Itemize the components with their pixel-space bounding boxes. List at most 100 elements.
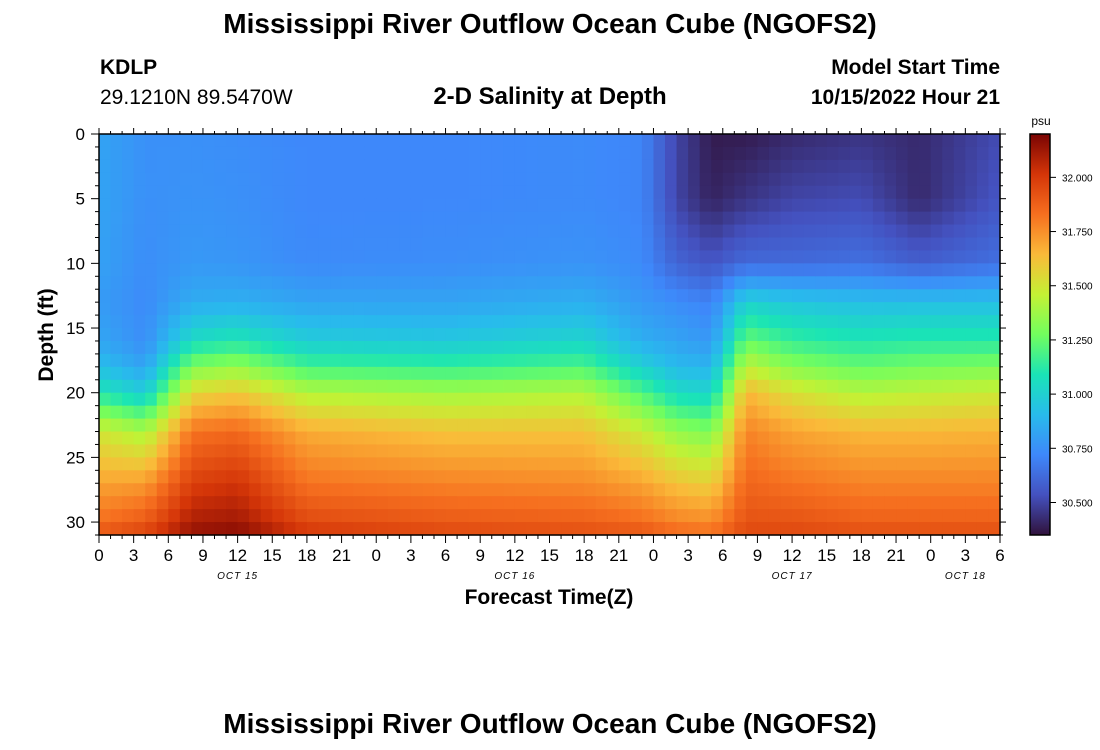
heatmap-cell: [792, 509, 805, 523]
heatmap-cell: [792, 496, 805, 510]
heatmap-cell: [191, 224, 204, 239]
heatmap-cell: [768, 496, 782, 510]
heatmap-cell: [330, 172, 343, 187]
heatmap-cell: [884, 263, 897, 277]
heatmap-cell: [618, 483, 631, 497]
heatmap-cell: [168, 340, 181, 355]
heatmap-cell: [457, 198, 470, 213]
heatmap-cell: [919, 302, 932, 316]
heatmap-cell: [491, 224, 504, 239]
heatmap-cell: [792, 198, 805, 213]
heatmap-cell: [283, 483, 296, 497]
heatmap-cell: [122, 353, 135, 368]
heatmap-cell: [133, 289, 146, 303]
heatmap-cell: [711, 483, 724, 497]
heatmap-cell: [237, 328, 250, 342]
heatmap-cell: [907, 134, 920, 148]
heatmap-cell: [953, 185, 966, 200]
heatmap-cell: [722, 172, 735, 187]
heatmap-cell: [399, 328, 412, 342]
heatmap-cell: [699, 379, 712, 394]
heatmap-cell: [330, 237, 343, 252]
y-tick-label: 10: [66, 254, 85, 273]
heatmap-cell: [191, 522, 204, 536]
heatmap-cell: [330, 353, 343, 368]
heatmap-cell: [145, 496, 158, 510]
heatmap-cell: [306, 328, 320, 342]
heatmap-cell: [491, 146, 504, 161]
heatmap-cell: [745, 263, 759, 277]
heatmap-cell: [214, 146, 227, 161]
heatmap-cell: [341, 392, 354, 407]
heatmap-cell: [226, 418, 239, 433]
heatmap-cell: [214, 172, 227, 187]
heatmap-cell: [826, 431, 839, 446]
heatmap-cell: [318, 340, 331, 355]
heatmap-cell: [699, 431, 712, 446]
heatmap-cell: [872, 366, 886, 381]
heatmap-cell: [353, 263, 366, 277]
heatmap-cell: [907, 289, 920, 303]
heatmap-cell: [942, 250, 955, 264]
heatmap-cell: [942, 159, 955, 174]
heatmap-cell: [872, 457, 886, 471]
heatmap-cell: [457, 444, 470, 458]
heatmap-cell: [561, 159, 574, 174]
heatmap-cell: [110, 353, 123, 368]
heatmap-cell: [676, 328, 689, 342]
heatmap-cell: [572, 315, 585, 329]
heatmap-cell: [179, 237, 193, 252]
heatmap-cell: [249, 224, 262, 239]
heatmap-cell: [318, 431, 331, 446]
heatmap-cell: [99, 315, 112, 329]
heatmap-cell: [549, 198, 562, 213]
heatmap-cell: [653, 211, 666, 226]
heatmap-cell: [745, 185, 759, 200]
heatmap-cell: [330, 328, 343, 342]
heatmap-cell: [110, 289, 123, 303]
heatmap-cell: [896, 302, 909, 316]
heatmap-cell: [884, 457, 897, 471]
heatmap-cell: [757, 418, 770, 433]
heatmap-cell: [537, 302, 551, 316]
heatmap-cell: [803, 496, 816, 510]
heatmap-cell: [641, 237, 655, 252]
heatmap-cell: [595, 276, 608, 290]
heatmap-cell: [133, 328, 146, 342]
heatmap-cell: [376, 250, 389, 264]
heatmap-cell: [722, 328, 735, 342]
heatmap-cell: [272, 444, 285, 458]
heatmap-cell: [202, 224, 216, 239]
heatmap-cell: [907, 185, 920, 200]
heatmap-cell: [353, 250, 366, 264]
heatmap-cell: [526, 405, 539, 420]
heatmap-cell: [537, 457, 551, 471]
heatmap-cell: [919, 224, 932, 239]
heatmap-cell: [168, 263, 181, 277]
heatmap-cell: [353, 522, 366, 536]
heatmap-cell: [422, 224, 435, 239]
heatmap-cell: [514, 172, 527, 187]
heatmap-cell: [410, 418, 424, 433]
heatmap-cell: [711, 340, 724, 355]
heatmap-cell: [457, 418, 470, 433]
heatmap-cell: [953, 159, 966, 174]
heatmap-cell: [595, 328, 608, 342]
heatmap-cell: [249, 134, 262, 148]
heatmap-cell: [676, 405, 689, 420]
heatmap-cell: [295, 509, 308, 523]
heatmap-cell: [607, 237, 620, 252]
heatmap-cell: [861, 134, 874, 148]
heatmap-cell: [572, 276, 585, 290]
heatmap-cell: [179, 444, 193, 458]
heatmap-cell: [607, 340, 620, 355]
heatmap-cell: [179, 250, 193, 264]
heatmap-cell: [214, 366, 227, 381]
heatmap-cell: [306, 483, 320, 497]
heatmap-cell: [330, 289, 343, 303]
heatmap-cell: [145, 237, 158, 252]
x-tick-label: 21: [887, 546, 906, 565]
heatmap-cell: [630, 315, 643, 329]
heatmap-cell: [618, 263, 631, 277]
heatmap-cell: [930, 276, 943, 290]
